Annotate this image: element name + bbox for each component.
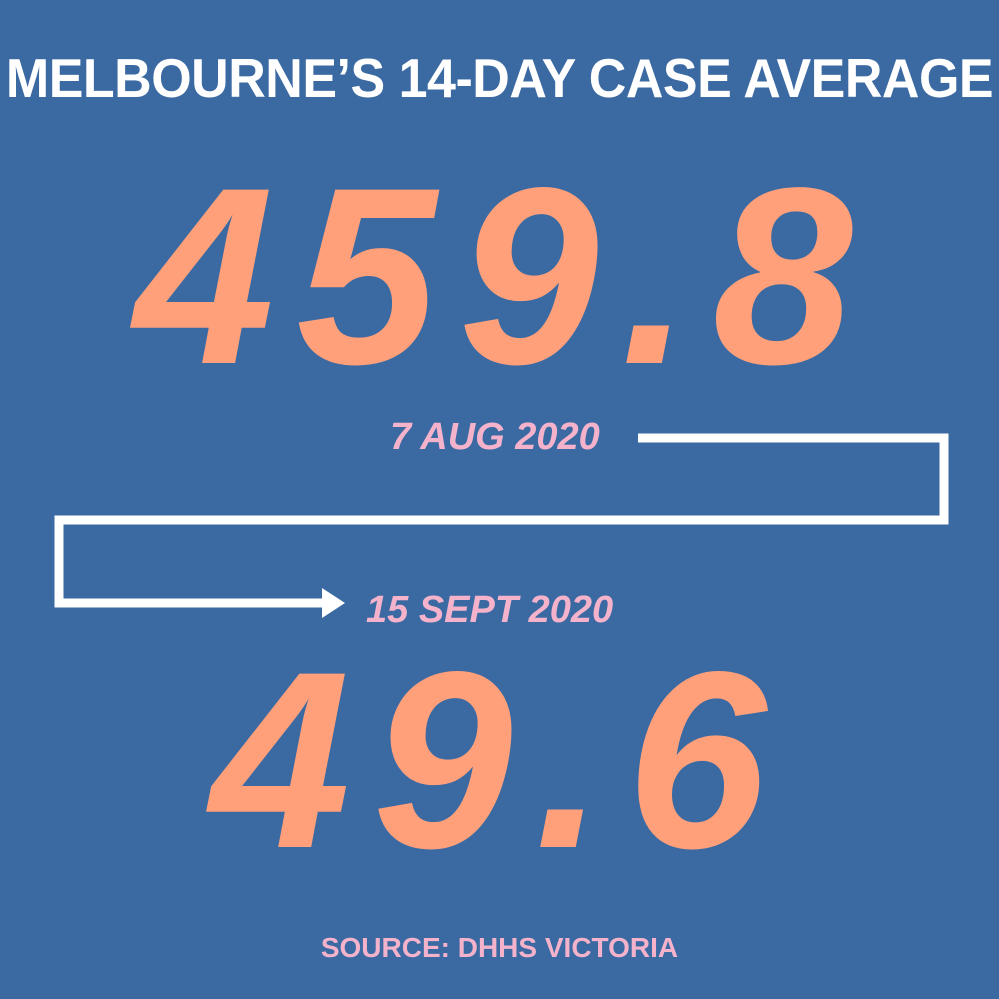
connector-arrowhead — [322, 588, 345, 618]
page-title: MELBOURNE’S 14-DAY CASE AVERAGE — [5, 48, 994, 110]
connector-line — [54, 433, 949, 608]
start-value: 459.8 — [134, 136, 875, 417]
source-note: SOURCE: DHHS VICTORIA — [320, 932, 679, 963]
end-value: 49.6 — [210, 620, 789, 901]
start-date: 7 AUG 2020 — [390, 416, 600, 458]
end-date: 15 SEPT 2020 — [366, 589, 614, 631]
